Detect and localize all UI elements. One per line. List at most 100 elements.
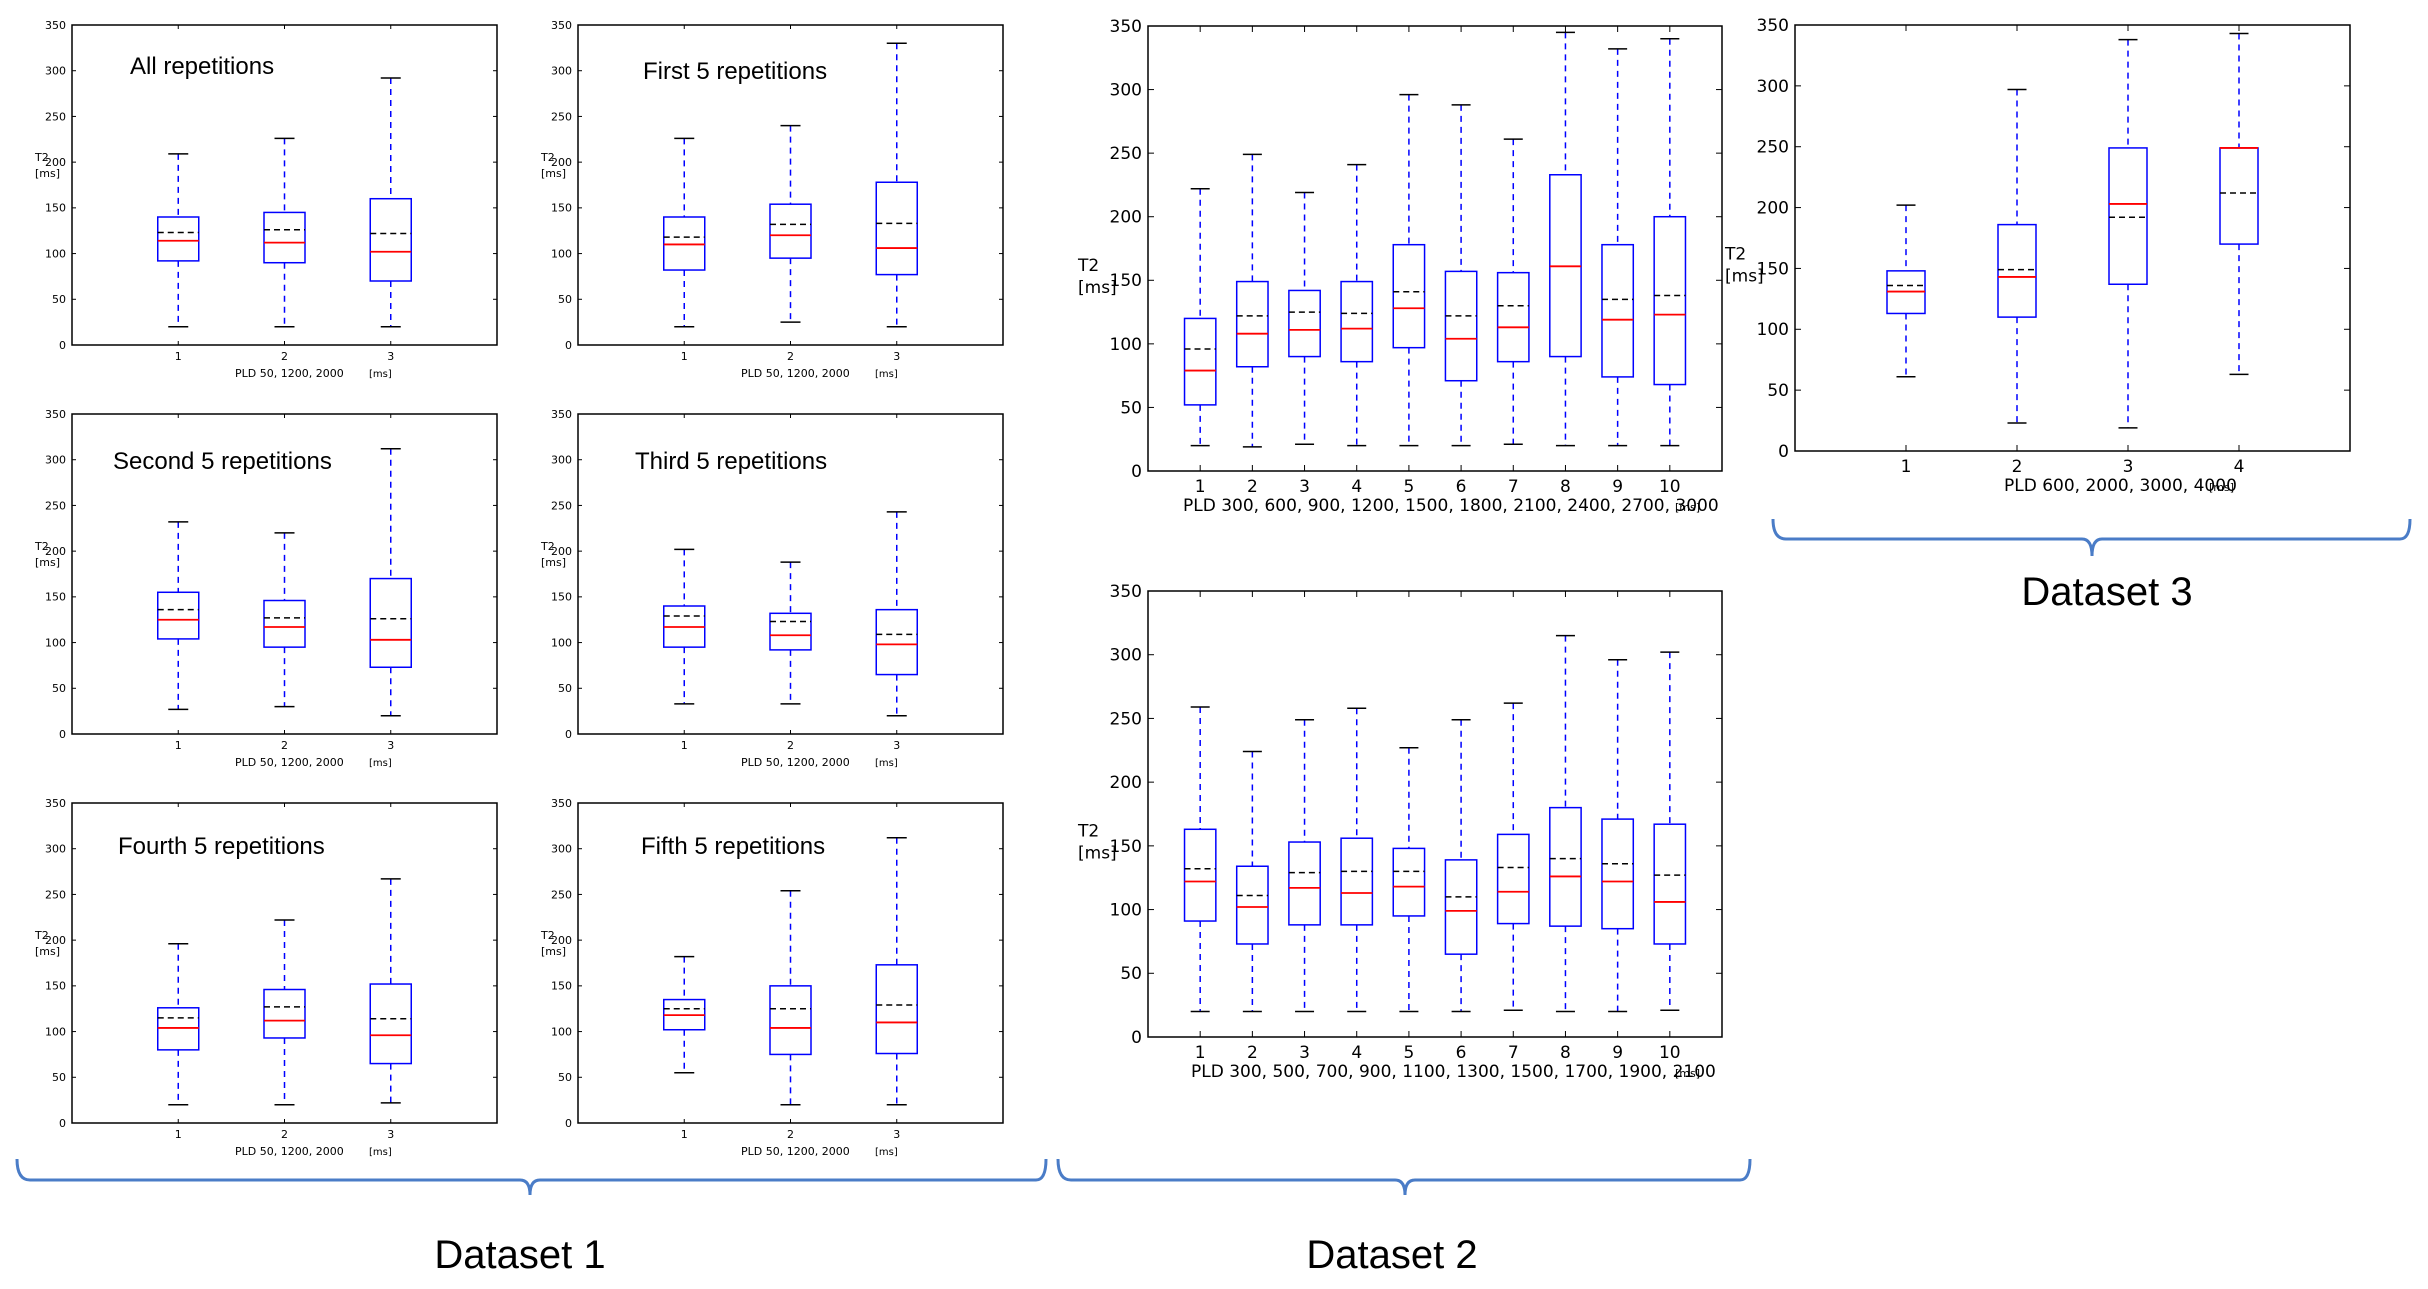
- iqr-box: [1235, 865, 1269, 945]
- iqr-box: [369, 197, 412, 282]
- y-tick-label: 200: [45, 156, 66, 169]
- x-axis-label: PLD 300, 500, 700, 900, 1100, 1300, 1500…: [1191, 1062, 1716, 1082]
- iqr-box: [1392, 243, 1426, 349]
- x-tick-label: 9: [1612, 1043, 1623, 1063]
- y-tick-label: 100: [45, 1025, 66, 1038]
- box-1: [663, 137, 706, 328]
- x-tick-label: 1: [1195, 477, 1206, 497]
- iqr-box: [263, 599, 306, 648]
- box-4: [2219, 32, 2259, 376]
- box-3: [875, 42, 918, 328]
- x-tick-label: 6: [1456, 477, 1467, 497]
- iqr-box: [1601, 818, 1635, 930]
- x-tick-label: 1: [175, 350, 182, 363]
- y-tick-label: 50: [1120, 964, 1142, 984]
- x-tick-label: 5: [1403, 477, 1414, 497]
- box-2: [1235, 750, 1269, 1013]
- chart-d1-fourth: 0 50 100 150 200 250 300 350 1 2 3 T2 [ms] PLD 50, 12…: [34, 797, 498, 1158]
- y-tick-label: 100: [1757, 320, 1789, 340]
- iqr-box: [1235, 280, 1269, 368]
- y-tick-label: 200: [45, 934, 66, 947]
- y-axis-label: T2: [540, 929, 555, 942]
- y-tick-label: 50: [52, 682, 66, 695]
- y-axis-label: T2: [540, 151, 555, 164]
- x-tick-label: 8: [1560, 477, 1571, 497]
- iqr-box: [1496, 271, 1530, 363]
- plot-frame: [1147, 590, 1723, 1038]
- box-10: [1653, 651, 1687, 1011]
- y-axis-label: T2: [1077, 821, 1099, 841]
- x-tick-label: 3: [1299, 477, 1310, 497]
- y-tick-label: 100: [45, 247, 66, 260]
- y-tick-label: 300: [45, 843, 66, 856]
- plot-title: Fifth 5 repetitions: [641, 833, 825, 860]
- x-tick-label: 5: [1403, 1043, 1414, 1063]
- y-tick-label: 0: [565, 339, 572, 352]
- x-tick-label: 3: [1299, 1043, 1310, 1063]
- box-3: [369, 77, 412, 328]
- x-axis-label: PLD 50, 1200, 2000: [741, 1145, 850, 1158]
- y-tick-label: 350: [551, 797, 572, 810]
- iqr-box: [1288, 289, 1321, 358]
- box-9: [1601, 48, 1635, 447]
- y-tick-label: 350: [45, 408, 66, 421]
- box-3: [369, 878, 412, 1104]
- iqr-box: [2108, 147, 2148, 286]
- iqr-box: [1601, 243, 1635, 378]
- y-axis-label: T2: [34, 540, 49, 553]
- x-tick-label: 8: [1560, 1043, 1571, 1063]
- y-tick-label: 200: [1757, 199, 1789, 219]
- x-tick-label: 9: [1612, 477, 1623, 497]
- iqr-box: [875, 181, 918, 276]
- box-9: [1601, 659, 1635, 1013]
- box-3: [875, 511, 918, 717]
- x-tick-label: 1: [175, 739, 182, 752]
- x-axis-unit: [ms]: [2209, 481, 2234, 494]
- x-axis-unit: [ms]: [875, 369, 898, 380]
- x-axis-label: PLD 50, 1200, 2000: [741, 756, 850, 769]
- y-tick-label: 250: [45, 110, 66, 123]
- plot-title: First 5 repetitions: [643, 58, 827, 85]
- plot-title: Second 5 repetitions: [113, 448, 332, 475]
- x-tick-label: 1: [1195, 1043, 1206, 1063]
- box-7: [1496, 138, 1530, 446]
- y-tick-label: 250: [1757, 138, 1789, 158]
- y-tick-label: 350: [1757, 16, 1789, 36]
- y-tick-label: 300: [551, 65, 572, 78]
- box-2: [1997, 88, 2037, 424]
- iqr-box: [157, 1007, 200, 1051]
- iqr-box: [1340, 280, 1374, 363]
- box-3: [2108, 38, 2148, 429]
- iqr-box: [263, 211, 306, 264]
- y-tick-label: 200: [1110, 208, 1142, 228]
- iqr-box: [769, 203, 812, 259]
- y-tick-label: 100: [1110, 901, 1142, 921]
- y-tick-label: 300: [45, 454, 66, 467]
- iqr-box: [1496, 833, 1530, 925]
- x-tick-label: 4: [1351, 477, 1362, 497]
- iqr-box: [1392, 847, 1426, 917]
- y-tick-label: 50: [558, 1071, 572, 1084]
- x-axis-unit: [ms]: [1675, 1067, 1700, 1080]
- x-axis-unit: [ms]: [369, 758, 392, 769]
- x-tick-label: 1: [681, 1128, 688, 1141]
- y-tick-label: 0: [59, 339, 66, 352]
- x-tick-label: 4: [2234, 457, 2245, 477]
- plot-frame: [1147, 25, 1723, 472]
- y-tick-label: 150: [551, 980, 572, 993]
- y-tick-label: 250: [45, 499, 66, 512]
- x-axis-unit: [ms]: [369, 369, 392, 380]
- x-axis-unit: [ms]: [369, 1147, 392, 1158]
- iqr-box: [157, 216, 200, 262]
- iqr-box: [1653, 215, 1687, 386]
- box-6: [1444, 104, 1478, 447]
- box-2: [263, 919, 306, 1106]
- y-tick-label: 100: [1110, 335, 1142, 355]
- x-axis-label: PLD 600, 2000, 3000, 4000: [2004, 476, 2237, 496]
- y-tick-label: 0: [1131, 1028, 1142, 1048]
- box-3: [369, 447, 412, 717]
- box-1: [157, 153, 200, 328]
- x-tick-label: 3: [893, 350, 900, 363]
